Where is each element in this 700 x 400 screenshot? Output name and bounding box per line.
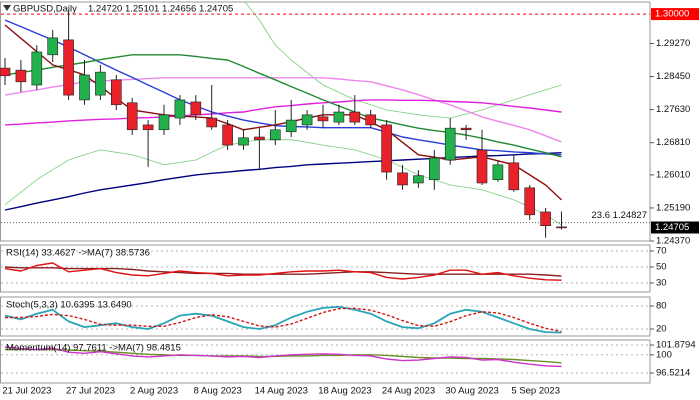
candle-body [31, 51, 43, 86]
indicator-line [4, 152, 562, 211]
y-tick-label: 1.24370 [656, 236, 690, 247]
candle-body [111, 79, 122, 106]
indicator-line [4, 54, 562, 158]
x-tick-label: 24 Aug 2023 [382, 386, 435, 397]
plot-area [0, 2, 650, 238]
plot-area [1, 305, 650, 334]
level-label: 23.6 1.24827 [592, 210, 647, 221]
candle-body [413, 175, 424, 184]
last-price-label: 1.24705 [655, 222, 689, 233]
indicator-line [4, 139, 562, 226]
indicator-line [244, 2, 562, 119]
x-tick-label: 27 Jul 2023 [66, 386, 115, 397]
indicator-line [5, 307, 562, 333]
candle-body [126, 102, 138, 131]
candle-body [508, 162, 520, 191]
y-tick-label: 101.8794 [656, 340, 696, 351]
candle-body [524, 187, 536, 216]
y-tick-label: 1.25190 [656, 202, 690, 213]
chart-title: GBPUSD,Daily [13, 4, 77, 15]
level-label: 1.30000 [655, 9, 689, 20]
candle-body [95, 71, 106, 96]
candle-body [540, 211, 551, 226]
y-tick-label: 100 [656, 349, 672, 360]
candle-body [381, 124, 392, 173]
indicator-title: Momentum(14) 97.7611 ->MA(7) 98.4815 [6, 343, 181, 354]
y-tick-label: 1.27630 [656, 104, 690, 115]
candle-body [254, 136, 265, 141]
candle-body [63, 39, 74, 96]
y-tick-label: 20 [656, 324, 667, 335]
panel-frame [0, 244, 651, 293]
candle-body [142, 124, 154, 131]
candle-body [158, 114, 170, 131]
level-label-box [651, 8, 699, 21]
y-tick-label: 80 [656, 301, 667, 312]
x-tick-label: 30 Aug 2023 [445, 386, 498, 397]
y-tick-label: 50 [656, 262, 667, 273]
y-tick-label: 1.26010 [656, 169, 690, 180]
indicator-line [4, 305, 562, 334]
candle-body [444, 127, 456, 161]
indicator-line [4, 99, 562, 126]
candle-body [238, 137, 249, 146]
candle-body [428, 157, 440, 181]
candle-body [79, 74, 90, 101]
y-tick-label: 1.29270 [656, 38, 690, 49]
x-tick-label: 18 Aug 2023 [318, 386, 371, 397]
indicator-title: Stoch(5,3,3) 10.6395 13.6490 [6, 300, 132, 311]
candle-body [397, 172, 408, 186]
x-tick-label: 21 Jul 2023 [2, 386, 51, 397]
plot-area [1, 344, 650, 374]
candle-body [476, 149, 488, 184]
candle-body [0, 67, 11, 77]
plot-area [1, 250, 650, 284]
candle-body [190, 101, 202, 116]
indicator-title: RSI(14) 33.4627 ->MA(7) 38.5736 [6, 248, 150, 259]
candle-body [301, 114, 313, 126]
candle-body [206, 117, 217, 128]
x-tick-label: 14 Aug 2023 [255, 386, 308, 397]
y-tick-label: 1.28450 [656, 71, 690, 82]
ohlc-readout: 1.24720 1.25101 1.24656 1.24705 [88, 4, 233, 15]
candle-body [222, 124, 233, 146]
y-tick-label: 96.5214 [656, 368, 690, 379]
candle-body [349, 111, 361, 123]
panel-frame [0, 339, 651, 384]
indicator-line [4, 19, 562, 156]
candle-body [492, 164, 504, 181]
symbol-icon [3, 5, 11, 11]
x-tick-label: 5 Sep 2023 [511, 386, 560, 397]
indicator-line [4, 346, 562, 368]
y-tick-label: 1.26810 [656, 137, 690, 148]
x-tick-label: 8 Aug 2023 [194, 386, 242, 397]
last-price-box [651, 221, 699, 234]
candle-body [285, 119, 297, 133]
y-tick-label: 30 [656, 278, 667, 289]
x-tick-label: 2 Aug 2023 [130, 386, 178, 397]
panel-frame [0, 296, 651, 337]
candle-body [460, 127, 472, 131]
candle-body [333, 111, 345, 123]
candle-body [15, 69, 27, 83]
y-tick-label: 70 [656, 246, 667, 257]
candle-body [317, 116, 329, 122]
panel-frame [0, 1, 651, 242]
candle-body [174, 99, 186, 119]
indicator-line [4, 262, 562, 281]
candle-body [47, 37, 59, 56]
candle-body [269, 129, 281, 141]
candle-body [556, 226, 567, 229]
candle-body [365, 114, 377, 126]
